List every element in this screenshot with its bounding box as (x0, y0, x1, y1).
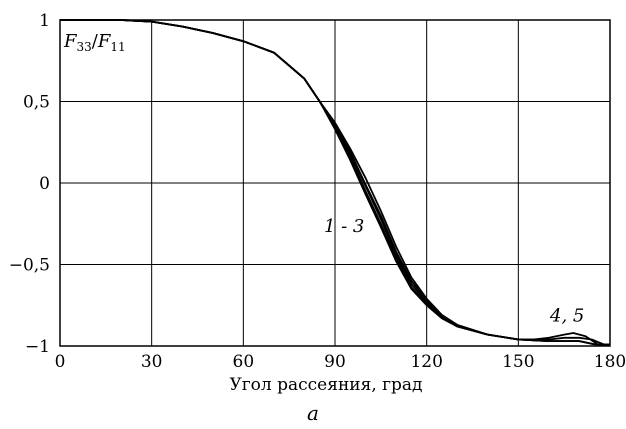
grid (60, 20, 610, 346)
x-tick-label: 30 (141, 352, 163, 372)
x-tick-labels: 0 30 60 90 120 150 180 (55, 352, 626, 372)
x-tick-label: 60 (233, 352, 255, 372)
curves (60, 19, 610, 346)
x-axis-label: Угол рассеяния, град (229, 375, 422, 395)
x-tick-label: 90 (324, 352, 346, 372)
annotations: 1 - 3 4, 5 (324, 216, 584, 327)
panel-label: a (307, 401, 319, 425)
series-line-5 (60, 19, 610, 346)
y-tick-label: 0,5 (23, 93, 50, 113)
y-tick-labels: 1 0,5 0 −0,5 −1 (9, 11, 50, 357)
plot-frame (59, 19, 611, 347)
x-tick-label: 150 (502, 352, 534, 372)
y-tick-label: 0 (39, 174, 50, 194)
y-tick-label: −0,5 (9, 256, 50, 276)
curve-annotation-1: 1 - 3 (324, 216, 364, 237)
x-tick-label: 120 (410, 352, 442, 372)
y-tick-label: 1 (39, 11, 50, 31)
x-tick-label: 0 (55, 352, 66, 372)
y-tick-label: −1 (25, 337, 50, 357)
x-tick-label: 180 (594, 352, 626, 372)
curve-annotation-2: 4, 5 (549, 306, 584, 327)
y-axis-label: F33/F11 (63, 31, 126, 54)
